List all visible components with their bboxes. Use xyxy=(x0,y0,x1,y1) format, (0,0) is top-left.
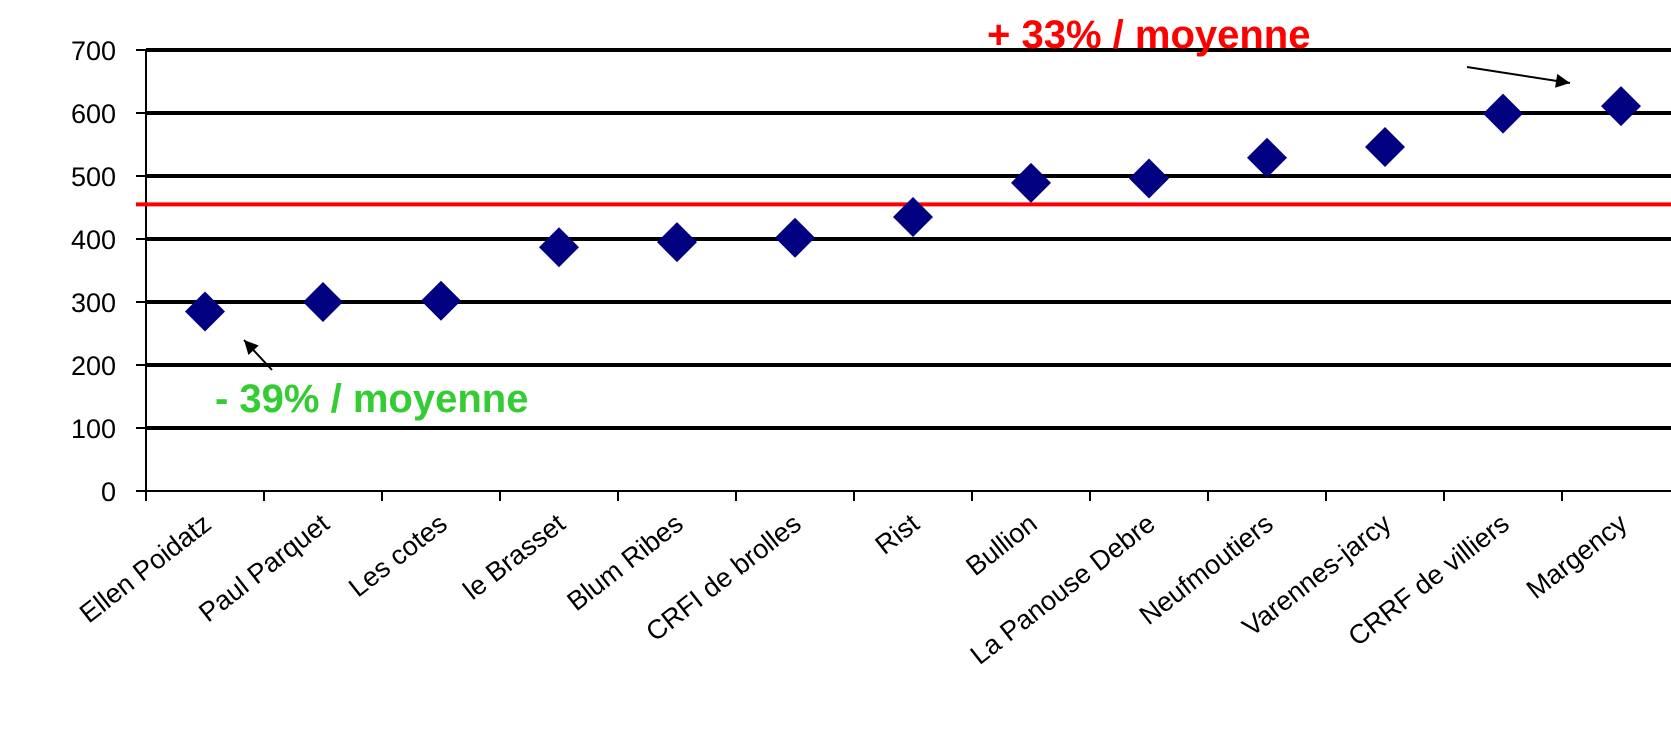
data-point xyxy=(657,222,697,263)
annotation-below-mean: - 39% / moyenne xyxy=(215,377,528,421)
y-tick-label: 200 xyxy=(71,351,116,381)
y-tick-label: 600 xyxy=(71,99,116,129)
arrow-to-min xyxy=(243,339,273,371)
y-tick-label: 500 xyxy=(71,162,116,192)
x-tick-label: Margency xyxy=(1521,508,1633,605)
y-axis-ticks: 0 100 200 300 400 500 600 700 xyxy=(71,36,146,507)
data-point xyxy=(539,227,579,268)
data-point xyxy=(1365,127,1405,168)
arrow-head xyxy=(1555,73,1570,88)
gridlines xyxy=(146,48,1671,430)
data-points xyxy=(185,86,1641,332)
axes xyxy=(145,50,1671,492)
x-tick-label: Ellen Poidatz xyxy=(74,508,217,629)
y-tick-label: 400 xyxy=(71,225,116,255)
data-point xyxy=(1129,158,1169,199)
data-point xyxy=(775,217,815,258)
data-point xyxy=(303,282,343,322)
x-tick-label: le Brasset xyxy=(458,508,571,606)
x-tick-label: Les cotes xyxy=(343,508,453,603)
x-tick-label: Rist xyxy=(870,508,926,561)
annotation-above-mean: + 33% / moyenne xyxy=(987,13,1310,57)
data-point xyxy=(185,291,225,332)
x-tick-label: Bullion xyxy=(960,508,1042,582)
arrow-shaft xyxy=(1466,66,1571,84)
x-tick-label: Paul Parquet xyxy=(193,508,335,628)
arrow-head xyxy=(244,340,259,356)
y-tick-label: 300 xyxy=(71,288,116,318)
data-point xyxy=(1483,93,1523,134)
annotation-arrows xyxy=(243,66,1571,371)
y-tick-label: 100 xyxy=(71,414,116,444)
y-tick-label: 700 xyxy=(71,36,116,66)
arrow-to-max xyxy=(1466,66,1571,88)
data-point xyxy=(1247,137,1287,178)
data-point xyxy=(1011,162,1051,203)
y-tick-label: 0 xyxy=(101,477,116,507)
data-point xyxy=(1601,86,1641,127)
data-point xyxy=(421,280,461,321)
data-point xyxy=(893,196,933,237)
